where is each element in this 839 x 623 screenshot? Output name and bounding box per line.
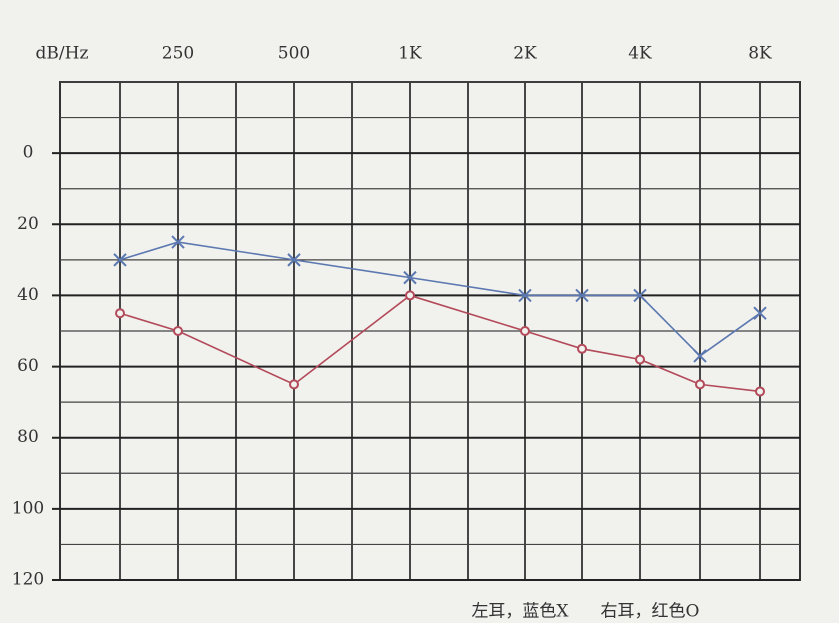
x-tick-label: 250 — [162, 44, 194, 64]
marker — [289, 379, 299, 390]
marker — [755, 386, 765, 397]
marker — [173, 326, 183, 336]
y-tick-label: 0 — [23, 143, 34, 163]
marker — [403, 270, 417, 285]
x-tick-label: 500 — [278, 44, 310, 64]
y-tick-label: 20 — [17, 214, 39, 234]
y-tick-label: 80 — [17, 427, 39, 447]
x-tick-label: 1K — [398, 44, 422, 64]
marker — [633, 288, 647, 303]
marker — [575, 288, 589, 303]
marker — [405, 290, 415, 301]
marker — [171, 235, 185, 249]
y-tick-label: 120 — [12, 570, 44, 590]
marker — [577, 343, 587, 354]
x-tick-label: 8K — [748, 44, 772, 64]
x-tick-label: 2K — [513, 44, 537, 64]
legend-label: 右耳，红色O — [601, 602, 700, 622]
y-tick-label: 60 — [17, 356, 39, 376]
marker — [520, 326, 530, 336]
y-tick-label: 40 — [17, 285, 39, 305]
marker — [518, 288, 532, 303]
legend-label: 左耳，蓝色X — [471, 602, 569, 622]
marker — [115, 308, 125, 319]
y-tick-label: 100 — [12, 498, 44, 518]
marker — [635, 354, 645, 365]
x-tick-label: 4K — [628, 44, 652, 64]
marker — [113, 253, 127, 267]
marker — [693, 349, 707, 363]
axis-label: dB/Hz — [36, 44, 89, 64]
marker — [695, 379, 705, 390]
marker — [287, 253, 301, 267]
marker — [753, 306, 767, 320]
